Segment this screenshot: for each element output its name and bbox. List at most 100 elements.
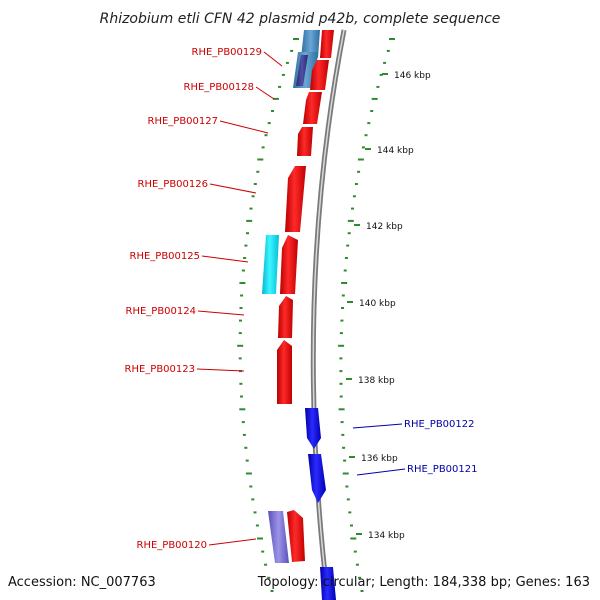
gene-label[interactable]: RHE_PB00125	[130, 251, 201, 262]
map-title: Rhizobium etli CFN 42 plasmid p42b, comp…	[100, 11, 501, 27]
tick-mark	[267, 122, 271, 125]
feature-slate[interactable]	[268, 511, 289, 563]
feature-blue-bottom[interactable]	[320, 567, 336, 600]
gene-label[interactable]: RHE_PB00129	[192, 47, 263, 58]
gene-RHE_PB00122[interactable]	[305, 408, 321, 449]
gene-label[interactable]: RHE_PB00121	[407, 464, 478, 475]
tick-mark	[344, 257, 348, 259]
tick-mark	[347, 219, 354, 222]
gene-label[interactable]: RHE_PB00126	[138, 179, 209, 190]
gene-features	[262, 30, 336, 600]
gene-RHE_PB00123[interactable]	[277, 340, 292, 404]
backbone-inner	[312, 29, 345, 600]
gene-leader-line	[196, 368, 245, 372]
gene-RHE_PB00126[interactable]	[285, 166, 306, 232]
tick-mark	[238, 332, 242, 335]
tick-mark	[339, 382, 343, 385]
tick-mark	[371, 97, 378, 100]
tick-mark	[270, 590, 274, 592]
tick-mark	[341, 307, 344, 309]
scale-tick	[347, 301, 353, 303]
tick-mark	[350, 537, 357, 540]
gene-leader-line	[209, 183, 257, 194]
tick-mark	[348, 511, 352, 514]
tick-mark	[239, 382, 243, 385]
tick-mark	[240, 395, 243, 398]
tick-mark	[278, 85, 282, 88]
tick-mark	[255, 524, 259, 527]
feature-red-top	[320, 30, 334, 58]
tick-mark	[256, 170, 260, 173]
tick-mark	[376, 85, 380, 88]
scale-label: 136 kbp	[361, 454, 398, 464]
tick-mark	[264, 134, 268, 137]
gene-leader-line	[255, 86, 275, 100]
gene-label[interactable]: RHE_PB00128	[184, 82, 255, 93]
tick-mark	[290, 49, 294, 52]
tick-mark	[342, 446, 346, 449]
gene-leader-line	[263, 51, 283, 67]
tick-mark	[239, 319, 242, 322]
gene-RHE_PB00120[interactable]	[287, 510, 305, 562]
tick-mark	[354, 183, 358, 185]
scale-tick	[354, 224, 360, 226]
gene-leader-line	[356, 468, 406, 476]
tick-mark	[346, 244, 350, 247]
tick-mark	[379, 73, 383, 76]
tick-mark	[251, 195, 255, 198]
tick-mark	[370, 110, 374, 112]
gene-leader-line	[201, 255, 249, 263]
tick-mark	[244, 244, 248, 247]
gene-labels: RHE_PB00129 RHE_PB00128 RHE_PB00127 RHE_PB0…	[125, 47, 478, 551]
tick-mark	[238, 357, 242, 360]
gene-RHE_PB00125[interactable]	[280, 235, 298, 294]
tick-mark	[261, 146, 265, 149]
tick-mark	[345, 485, 349, 488]
tick-mark	[343, 459, 347, 462]
gene-RHE_PB00127[interactable]	[297, 127, 313, 156]
tick-mark	[339, 370, 343, 373]
tick-mark	[241, 269, 245, 272]
gene-RHE_PB00121[interactable]	[308, 454, 326, 503]
gene-label[interactable]: RHE_PB00123	[125, 364, 196, 375]
scale-tick	[365, 148, 371, 150]
tick-mark	[257, 537, 263, 540]
gene-label[interactable]: RHE_PB00120	[137, 540, 208, 551]
tick-mark	[364, 134, 368, 137]
scale-tick	[346, 378, 352, 380]
tick-mark	[386, 49, 390, 52]
scale-label: 146 kbp	[394, 71, 431, 81]
feature-navy	[296, 55, 308, 86]
gene-RHE_PB00128[interactable]	[303, 92, 322, 124]
gene-label[interactable]: RHE_PB00122	[404, 419, 475, 430]
tick-mark	[285, 61, 289, 64]
tick-mark	[249, 485, 253, 488]
gene-label[interactable]: RHE_PB00127	[148, 116, 219, 127]
tick-mark	[389, 38, 395, 40]
tick-mark	[341, 294, 345, 297]
tick-mark	[293, 38, 299, 40]
tick-mark	[246, 219, 253, 222]
tick-mark	[239, 408, 246, 411]
tick-mark	[242, 433, 246, 436]
feature-steel-top	[301, 30, 320, 58]
gene-RHE_PB00129[interactable]	[310, 60, 329, 90]
tick-mark	[341, 282, 348, 284]
tick-mark	[360, 590, 364, 592]
tick-mark	[343, 269, 347, 272]
tick-mark	[249, 207, 253, 210]
gene-label[interactable]: RHE_PB00124	[126, 306, 197, 317]
gene-RHE_PB00124[interactable]	[278, 296, 293, 338]
tick-mark	[239, 282, 246, 284]
tick-mark	[237, 344, 244, 347]
scale-tick	[382, 73, 388, 75]
scale-label: 144 kbp	[377, 146, 414, 156]
tick-mark	[361, 146, 365, 149]
tick-mark	[253, 183, 257, 185]
tick-mark	[355, 563, 359, 566]
feature-cyan[interactable]	[262, 235, 279, 294]
tick-mark	[357, 158, 364, 161]
tick-mark	[244, 446, 248, 449]
tick-mark	[338, 408, 345, 411]
